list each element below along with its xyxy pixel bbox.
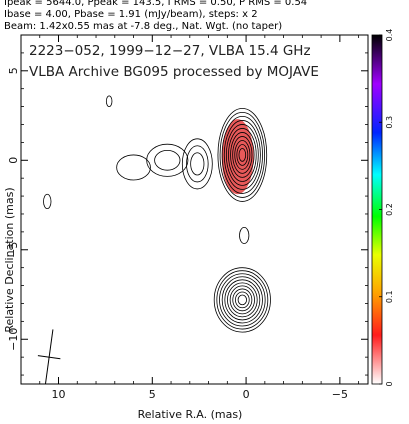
contour-0-level-9 (236, 144, 249, 166)
contour-0-level-5 (228, 128, 257, 182)
colorbar-tick-label: 0 (385, 381, 394, 386)
contour-0-level-2 (221, 116, 263, 194)
x-tick-label: −5 (332, 388, 348, 401)
contour-1-level-1 (186, 145, 209, 183)
contour-7-level-0 (239, 226, 250, 244)
contour-6-level-0 (105, 95, 113, 107)
contour-4-level-6 (229, 285, 255, 315)
contour-4-level-8 (235, 291, 250, 309)
contour-2-level-0 (146, 143, 189, 177)
contour-4-level-7 (232, 288, 253, 312)
y-tick-label: −5 (7, 242, 20, 258)
contour-0-level-8 (234, 140, 251, 170)
y-tick-label: 5 (7, 67, 20, 74)
x-tick-label: 5 (149, 388, 156, 401)
y-tick-label: 0 (7, 157, 20, 164)
contour-0-level-7 (232, 136, 253, 174)
plot-frame (20, 34, 369, 385)
x-axis-ticks: 10 5 0 −5 (20, 35, 360, 401)
contour-0-level-0 (217, 107, 268, 202)
contour-4-level-5 (227, 282, 258, 318)
x-tick-label: 10 (52, 388, 66, 401)
contour-2-level-1 (154, 149, 181, 171)
colorbar-tick-label: 0.1 (385, 290, 394, 303)
colorbar-tick-label: 0.2 (385, 203, 394, 216)
contour-layer (43, 95, 271, 333)
contour-4-level-4 (224, 279, 261, 321)
contour-1-level-0 (181, 138, 213, 190)
contour-4-level-3 (221, 276, 263, 324)
chart-subtitle: VLBA Archive BG095 processed by MOJAVE (29, 64, 319, 80)
x-axis-label: Relative R.A. (mas) (138, 408, 243, 421)
y-tick-label: −10 (7, 328, 20, 351)
colorbar-ticks: 0 0.1 0.2 0.3 0.4 (379, 29, 394, 387)
colorbar-tick-label: 0.4 (385, 29, 394, 42)
contour-0-level-3 (223, 120, 261, 190)
contour-1-level-2 (190, 152, 205, 176)
contour-4-level-1 (216, 270, 269, 330)
x-tick-label: 0 (243, 388, 250, 401)
contour-0-level-1 (219, 111, 266, 198)
colorbar-tick-label: 0.3 (385, 116, 394, 129)
chart-title: 2223−052, 1999−12−27, VLBA 15.4 GHz (29, 43, 311, 59)
contour-4-level-2 (219, 273, 266, 327)
y-axis-ticks: 5 0 −5 −10 (7, 52, 368, 376)
contour-5-level-0 (43, 193, 52, 210)
contour-4-level-0 (213, 267, 271, 333)
contour-3-level-0 (116, 154, 151, 181)
header-line-3: Beam: 1.42x0.55 mas at -7.8 deg., Nat. W… (4, 21, 283, 32)
contour-4-level-9 (237, 294, 247, 306)
beam-layer (37, 329, 61, 384)
plot-area (37, 95, 271, 384)
contour-0-level-4 (225, 124, 259, 186)
contour-0-level-6 (230, 132, 255, 178)
y-axis-label: Relative Declination (mas) (3, 187, 16, 332)
beam-minor-axis (37, 355, 61, 360)
header-line-2: Ibase = 4.00, Pbase = 1.91 (mJy/beam), s… (4, 9, 258, 20)
header-line-1: Ipeak = 5644.0, Ppeak = 143.5, I RMS = 0… (4, 0, 308, 8)
contour-0-level-10 (238, 148, 247, 162)
